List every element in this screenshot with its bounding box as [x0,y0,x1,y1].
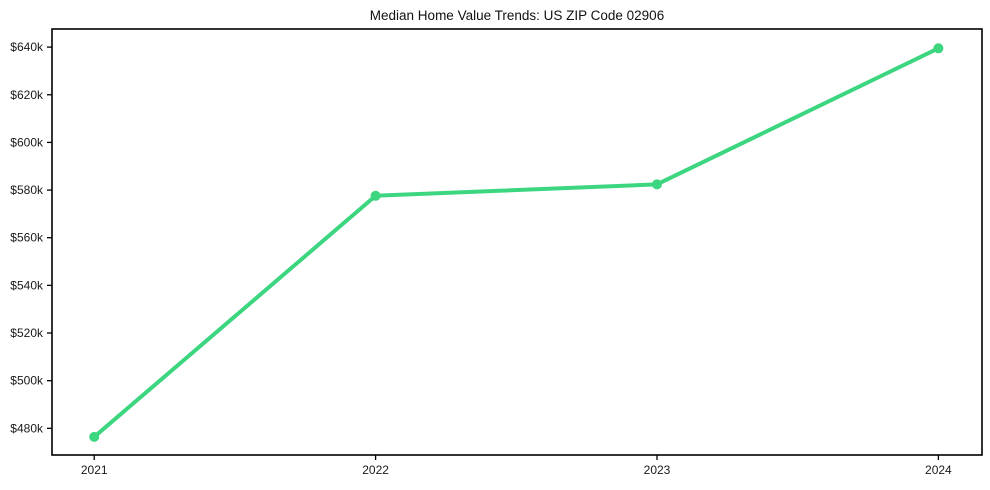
y-tick-label: $560k [10,231,44,245]
y-tick-label: $600k [10,135,44,149]
y-tick-label: $480k [10,421,44,435]
data-point-marker [370,190,381,201]
chart-title: Median Home Value Trends: US ZIP Code 02… [370,8,664,23]
data-point-marker [651,179,662,190]
y-tick-label: $640k [10,40,44,54]
plot-area: $480k $500k $520k $540k $560k $580k $600k $620k… [10,28,983,477]
data-point-marker [933,43,944,54]
y-tick-label: $520k [10,326,44,340]
y-tick-label: $580k [10,183,44,197]
y-tick-label: $620k [10,88,44,102]
x-tick-label: 2021 [81,463,108,477]
x-tick-label: 2023 [644,463,671,477]
x-tick-label: 2022 [362,463,389,477]
data-point-marker [89,431,100,442]
y-tick-label: $540k [10,278,44,292]
x-tick-label: 2024 [925,463,952,477]
data-line [92,46,941,439]
y-tick-label: $500k [10,374,44,388]
plot-frame [51,28,983,456]
